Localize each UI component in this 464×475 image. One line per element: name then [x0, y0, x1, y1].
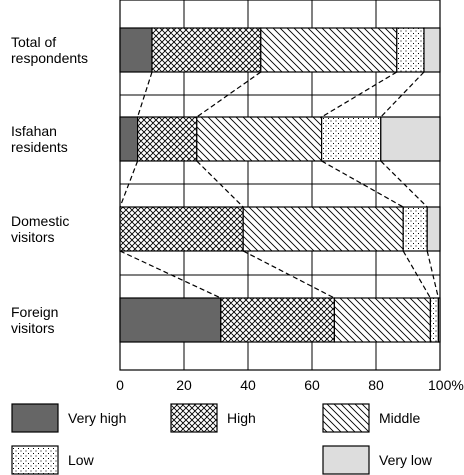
- bar-segment: [429, 297, 439, 343]
- bar-segment: [119, 116, 139, 162]
- connector-line: [402, 250, 431, 299]
- category-label: Foreign visitors: [11, 304, 58, 336]
- bar-segment: [321, 116, 382, 162]
- legend-label: High: [227, 410, 256, 426]
- bar-segment: [437, 297, 441, 343]
- bar-segment: [137, 116, 198, 162]
- bar-segment: [426, 206, 441, 252]
- connector-line: [380, 160, 428, 208]
- category-label: Total of respondents: [11, 34, 88, 66]
- category-label: Domestic visitors: [11, 213, 69, 245]
- bar-segment: [220, 297, 336, 343]
- legend-swatch: [322, 403, 370, 433]
- bar-segment: [396, 27, 425, 73]
- legend-swatch: [11, 445, 59, 475]
- legend-swatch: [11, 403, 59, 433]
- connector-line: [119, 250, 222, 299]
- legend-label: Very low: [379, 452, 433, 468]
- x-tick-label: 20: [176, 377, 192, 393]
- bar-segment: [242, 206, 404, 252]
- x-tick-label: 80: [368, 377, 384, 393]
- legend-label: Middle: [379, 410, 420, 426]
- connector-line: [242, 250, 335, 299]
- x-tick-label: 40: [240, 377, 256, 393]
- connector-line: [380, 71, 425, 118]
- bar-segment: [119, 206, 244, 252]
- bar-segment: [151, 27, 262, 73]
- legend-label: Very high: [68, 410, 126, 426]
- bars: [119, 27, 441, 343]
- legend-swatch: [322, 445, 370, 475]
- bar-segment: [196, 116, 323, 162]
- x-axis-ticks: 0 20 40 60 80 100%: [116, 377, 464, 393]
- connector-line: [196, 71, 262, 118]
- bar-segment: [423, 27, 441, 73]
- legend-swatch: [170, 403, 218, 433]
- x-tick-label: 0: [116, 377, 124, 393]
- bar-segment: [333, 297, 431, 343]
- x-tick-label: 60: [304, 377, 320, 393]
- category-labels: Total of respondents Isfahan residents Domes…: [11, 34, 88, 336]
- legend: Very high High Middle Low Very low: [11, 403, 433, 475]
- connector-line: [196, 160, 244, 208]
- connector-line: [426, 250, 439, 299]
- bar-segment: [380, 116, 441, 162]
- legend-label: Low: [68, 452, 95, 468]
- bar-segment: [260, 27, 398, 73]
- bar-segment: [402, 206, 428, 252]
- bar-segment: [119, 297, 222, 343]
- connector-line: [321, 71, 398, 118]
- x-tick-label: 100%: [428, 377, 464, 393]
- connectors: [119, 71, 439, 299]
- plot-frame: [119, 0, 441, 371]
- bar-segment: [119, 27, 153, 73]
- connector-line: [119, 160, 139, 208]
- category-label: Isfahan residents: [11, 123, 68, 155]
